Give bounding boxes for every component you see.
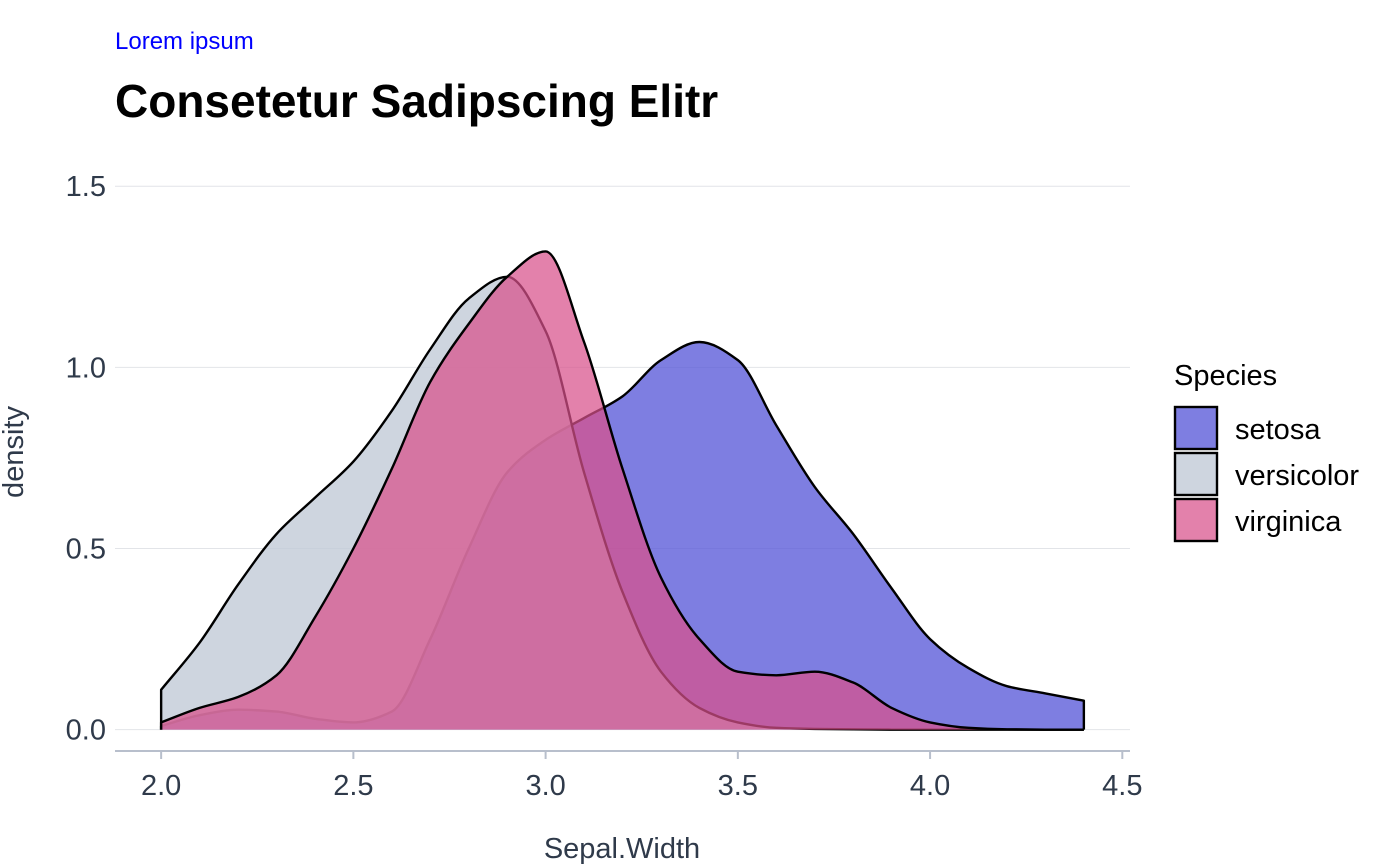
y-tick-label: 0.0 xyxy=(66,715,106,747)
x-axis-title: Sepal.Width xyxy=(544,833,700,865)
axes: 2.0 2.5 3.0 3.5 4.0 4.5 xyxy=(115,750,1142,802)
density-area-virginica xyxy=(161,251,1084,730)
x-tick-label: 3.5 xyxy=(718,770,758,802)
y-tick-label: 1.5 xyxy=(66,171,106,203)
x-tick-label: 2.0 xyxy=(141,770,181,802)
chart-subtitle: Lorem ipsum xyxy=(115,28,254,55)
legend-title: Species xyxy=(1174,360,1277,392)
x-tick-label: 4.5 xyxy=(1102,770,1142,802)
x-tick-label: 2.5 xyxy=(333,770,373,802)
density-outline-virginica xyxy=(159,250,1084,731)
y-axis-title: density xyxy=(0,406,30,498)
legend-label-virginica: virginica xyxy=(1235,506,1342,538)
x-tick-label: 4.0 xyxy=(910,770,950,802)
legend: Species setosa versicolor virginica xyxy=(1173,360,1359,543)
chart-title: Consetetur Sadipscing Elitr xyxy=(115,75,718,127)
density-areas xyxy=(159,250,1086,731)
legend-swatch-virginica xyxy=(1173,497,1219,543)
legend-swatch-versicolor xyxy=(1173,451,1219,497)
y-tick-label: 0.5 xyxy=(66,534,106,566)
x-tick-label: 3.0 xyxy=(525,770,565,802)
legend-label-versicolor: versicolor xyxy=(1235,460,1359,492)
y-tick-label: 1.0 xyxy=(66,352,106,384)
legend-label-setosa: setosa xyxy=(1235,414,1321,446)
legend-swatch-setosa xyxy=(1173,405,1219,451)
